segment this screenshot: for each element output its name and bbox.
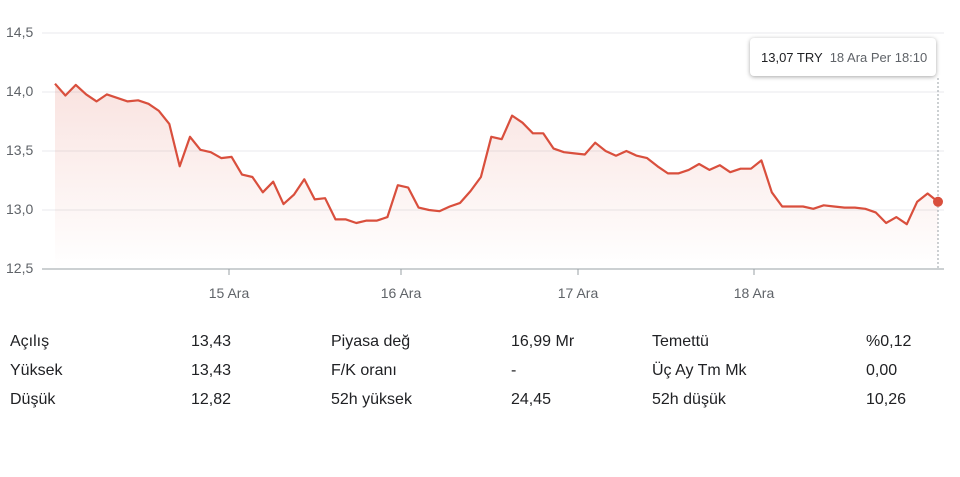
stat-value-52w-low: 10,26 bbox=[866, 391, 907, 408]
y-tick-label: 12,5 bbox=[6, 260, 33, 276]
x-tick-label: 17 Ara bbox=[558, 285, 599, 301]
y-tick-label: 14,5 bbox=[6, 24, 33, 40]
stats-row: Açılış 13,43 Piyasa değ 16,99 Mr Temettü… bbox=[0, 333, 960, 361]
price-chart[interactable]: 12,5 13,0 13,5 14,0 14,5 15 Ara 16 Ara 17 Ara 18… bbox=[0, 0, 960, 320]
x-tick-label: 16 Ara bbox=[381, 285, 422, 301]
stat-value-market-cap: 16,99 Mr bbox=[511, 333, 575, 350]
stat-value-pe-ratio: - bbox=[511, 362, 517, 379]
stat-value-quarterly-div: 0,00 bbox=[866, 362, 898, 379]
stats-row: Yüksek 13,43 F/K oranı - Üç Ay Tm Mk 0,0… bbox=[0, 362, 960, 390]
stat-label-high: Yüksek bbox=[10, 362, 63, 379]
stat-label-quarterly-div: Üç Ay Tm Mk bbox=[652, 362, 747, 379]
price-line bbox=[54, 82, 939, 226]
stat-value-52w-high: 24,45 bbox=[511, 391, 552, 408]
stat-label-52w-low: 52h düşük bbox=[652, 391, 726, 408]
price-area-fill bbox=[55, 83, 938, 269]
stat-label-pe-ratio: F/K oranı bbox=[331, 362, 397, 379]
stat-label-low: Düşük bbox=[10, 391, 56, 408]
x-tick-label: 15 Ara bbox=[209, 285, 250, 301]
stat-value-dividend: %0,12 bbox=[866, 333, 912, 350]
current-price-marker bbox=[933, 196, 943, 207]
tooltip-time: 18 Ara Per 18:10 bbox=[829, 49, 928, 65]
stat-value-low: 12,82 bbox=[191, 391, 232, 408]
stat-label-open: Açılış bbox=[10, 333, 50, 350]
price-tooltip: 13,07 TRY 18 Ara Per 18:10 bbox=[750, 38, 936, 76]
y-tick-label: 14,0 bbox=[6, 83, 33, 99]
stat-value-high: 13,43 bbox=[191, 362, 232, 379]
stat-label-market-cap: Piyasa değ bbox=[331, 333, 411, 350]
x-tick-label: 18 Ara bbox=[734, 285, 775, 301]
stat-label-52w-high: 52h yüksek bbox=[331, 391, 412, 408]
tooltip-price: 13,07 TRY bbox=[761, 49, 823, 65]
stat-label-dividend: Temettü bbox=[652, 333, 709, 350]
chart-canvas[interactable]: 12,5 13,0 13,5 14,0 14,5 15 Ara 16 Ara 17 Ara 18… bbox=[0, 0, 960, 320]
stat-value-open: 13,43 bbox=[191, 333, 232, 350]
y-tick-label: 13,5 bbox=[6, 142, 33, 158]
stats-row: Düşük 12,82 52h yüksek 24,45 52h düşük 1… bbox=[0, 391, 960, 419]
y-tick-label: 13,0 bbox=[6, 201, 33, 217]
